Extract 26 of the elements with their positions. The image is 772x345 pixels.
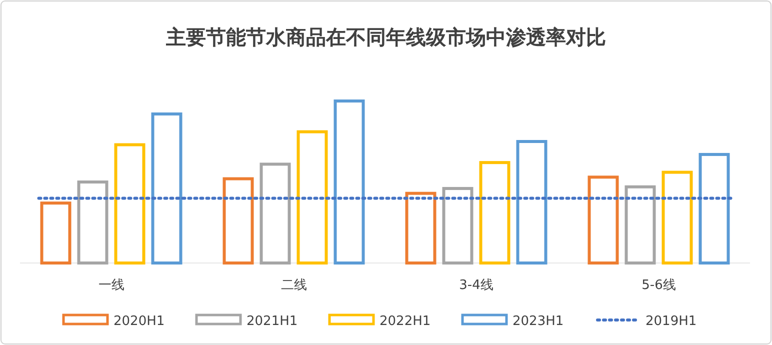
legend-label: 2021H1 — [246, 314, 298, 329]
bar — [516, 140, 548, 264]
bar — [260, 162, 291, 264]
bar — [405, 192, 436, 264]
bar — [40, 202, 72, 264]
legend-label: 2019H1 — [646, 314, 697, 329]
bar — [479, 161, 510, 264]
x-tick-label: 5-6线 — [642, 278, 676, 293]
bar — [296, 130, 328, 264]
legend-label: 2023H1 — [512, 314, 564, 329]
legend-label: 2022H1 — [380, 314, 431, 329]
bar — [77, 180, 108, 264]
x-tick-label: 3-4线 — [459, 278, 494, 293]
legend-label: 2020H1 — [114, 314, 165, 329]
bar — [698, 152, 730, 264]
bar — [151, 112, 182, 264]
x-tick-label: 二线 — [280, 278, 307, 293]
bar — [662, 170, 693, 264]
bar — [442, 186, 474, 264]
bar — [334, 100, 365, 264]
chart-title: 主要节能节水商品在不同年线级市场中渗透率对比 — [165, 25, 606, 49]
x-tick-label: 一线 — [98, 278, 124, 293]
bar — [624, 185, 656, 264]
bar — [222, 177, 254, 264]
bar — [588, 176, 619, 264]
bar — [114, 143, 146, 264]
